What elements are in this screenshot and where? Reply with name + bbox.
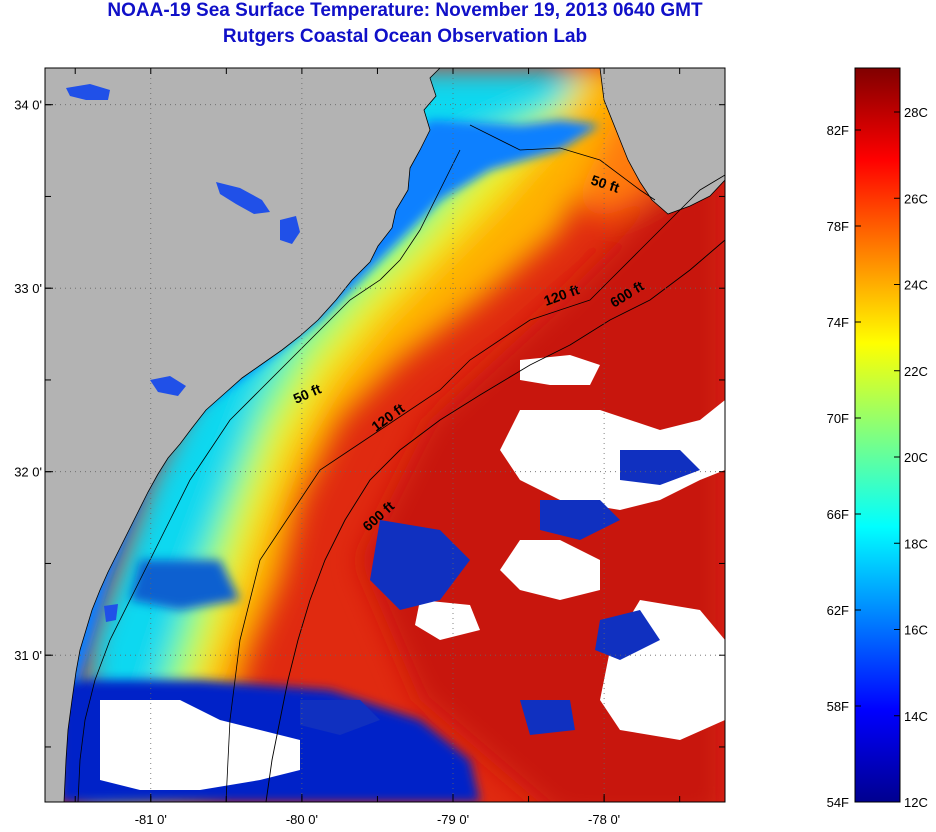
colorbar-c-label: 28C bbox=[904, 105, 928, 120]
orange-band bbox=[120, 68, 640, 800]
map-frame bbox=[44, 67, 726, 803]
coastline bbox=[63, 68, 441, 802]
contour-600ft bbox=[265, 239, 725, 802]
cloud-patch-1 bbox=[500, 400, 725, 510]
lon-tick-label: -80 0' bbox=[286, 812, 318, 827]
colorbar-f-label: 70F bbox=[827, 411, 849, 426]
lat-tick-label: 34 0' bbox=[14, 98, 42, 113]
map-title: NOAA-19 Sea Surface Temperature: Novembe… bbox=[107, 0, 703, 21]
contour-50ft bbox=[77, 124, 656, 802]
cloud-patch-6 bbox=[415, 600, 480, 640]
lake-2 bbox=[216, 182, 270, 214]
colorbar-f-label: 54F bbox=[827, 795, 849, 810]
inland-lakes bbox=[66, 84, 300, 622]
colorbar-c-label: 20C bbox=[904, 450, 928, 465]
colorbar-f-label: 62F bbox=[827, 603, 849, 618]
lake-4 bbox=[150, 376, 186, 396]
cloud-patch-4 bbox=[100, 700, 300, 790]
colorbar-fahrenheit-labels: 82F 78F 74F 70F 66F 62F 58F 54F bbox=[827, 123, 861, 810]
colorbar-f-label: 74F bbox=[827, 315, 849, 330]
speckle-2 bbox=[540, 500, 620, 540]
colorbar-c-label: 18C bbox=[904, 536, 928, 551]
speckle-1 bbox=[370, 520, 470, 610]
map-subtitle: Rutgers Coastal Ocean Observation Lab bbox=[222, 26, 588, 47]
map-plot-area: 50 ft 120 ft 600 ft 50 ft 120 ft 600 ft bbox=[45, 68, 725, 802]
colorbar-f-label: 66F bbox=[827, 507, 849, 522]
land-mass bbox=[45, 68, 440, 802]
lon-tick-label: -78 0' bbox=[588, 812, 620, 827]
graticule bbox=[45, 68, 725, 802]
colorbar-c-label: 16C bbox=[904, 623, 928, 638]
speckle-3 bbox=[620, 450, 700, 485]
contour-120ft bbox=[225, 174, 725, 802]
lake-3 bbox=[280, 216, 300, 244]
colorbar-scale bbox=[854, 67, 901, 803]
cold-speckles bbox=[300, 450, 700, 735]
coastline-ne bbox=[599, 68, 725, 215]
colorbar-celsius-labels: 28C 26C 24C 22C 20C 18C 16C 14C 12C bbox=[894, 105, 928, 810]
colorbar: 82F 78F 74F 70F 66F 62F 58F 54F 28C 26C 24C 22C 20C… bbox=[827, 67, 928, 810]
colorbar-c-label: 14C bbox=[904, 709, 928, 724]
speckle-4 bbox=[595, 610, 660, 660]
cloud-patch-2 bbox=[500, 540, 600, 600]
colorbar-f-label: 58F bbox=[827, 699, 849, 714]
colorbar-c-label: 22C bbox=[904, 364, 928, 379]
lat-tick-label: 33 0' bbox=[14, 281, 42, 296]
colorbar-c-label: 26C bbox=[904, 191, 928, 206]
land-ne bbox=[600, 68, 725, 214]
lake-5 bbox=[104, 604, 118, 622]
colorbar-c-label: 12C bbox=[904, 795, 928, 810]
axis-ticks: -81 0' -80 0' -79 0' -78 0' 34 0' 33 0' 32 0' 3… bbox=[14, 68, 725, 827]
cloud-mask bbox=[100, 355, 725, 790]
lat-tick-label: 32 0' bbox=[14, 465, 42, 480]
lake-1 bbox=[66, 84, 110, 100]
lon-tick-label: -79 0' bbox=[437, 812, 469, 827]
speckle-5 bbox=[300, 700, 380, 735]
colorbar-f-label: 82F bbox=[827, 123, 849, 138]
colorbar-c-label: 24C bbox=[904, 278, 928, 293]
speckle-6 bbox=[520, 700, 575, 735]
lon-tick-label: -81 0' bbox=[135, 812, 167, 827]
cold-eddy bbox=[130, 560, 240, 610]
cloud-patch-3 bbox=[520, 355, 600, 385]
colorbar-f-label: 78F bbox=[827, 219, 849, 234]
lat-tick-label: 31 0' bbox=[14, 648, 42, 663]
